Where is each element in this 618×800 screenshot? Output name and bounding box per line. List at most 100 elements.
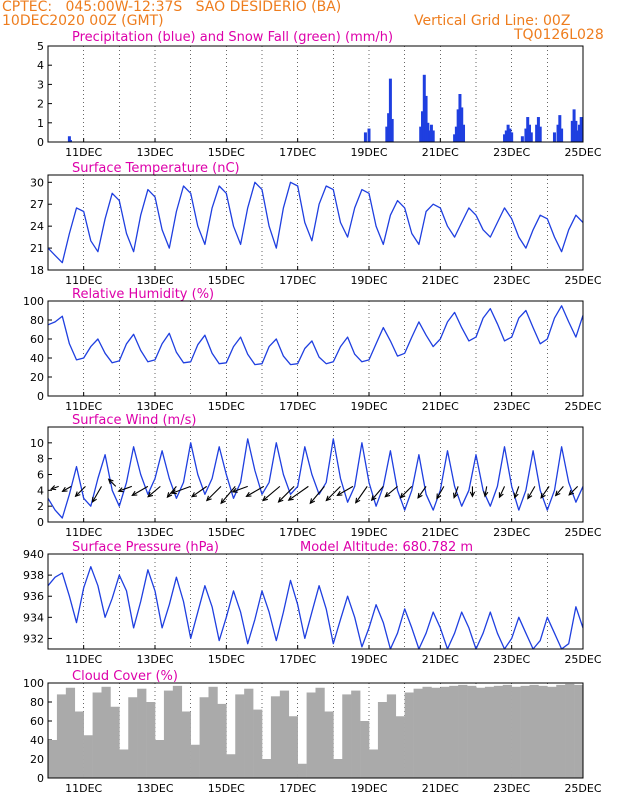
wind-vector bbox=[498, 486, 506, 498]
cloud-bar bbox=[565, 683, 575, 778]
wind-vector bbox=[337, 485, 354, 496]
wind-xtick-label: 21DEC bbox=[422, 526, 459, 539]
precip-ytick-label: 4 bbox=[37, 59, 44, 72]
wind-vector-head bbox=[287, 495, 294, 501]
temp-frame bbox=[47, 174, 584, 271]
precip-xtick-label: 23DEC bbox=[493, 146, 530, 159]
wind-vector-head bbox=[170, 489, 177, 495]
cloud-bar bbox=[449, 685, 459, 778]
wind-vector-head bbox=[540, 492, 546, 499]
wind-vector bbox=[132, 485, 149, 496]
cloud-bar bbox=[137, 688, 147, 778]
wind-vector-head bbox=[231, 487, 238, 493]
cloud-bar bbox=[360, 721, 370, 778]
wind-vector bbox=[325, 485, 341, 501]
precip-bar bbox=[387, 113, 391, 142]
precip-bar bbox=[556, 124, 560, 142]
precip-bar bbox=[538, 126, 542, 142]
precip-bar bbox=[576, 130, 580, 142]
precip-bar bbox=[508, 128, 512, 142]
wind-ytick-label: 4 bbox=[37, 484, 44, 497]
precip-bar bbox=[552, 132, 556, 142]
wind-ytick-label: 8 bbox=[37, 453, 44, 466]
rh-ytick-label: 100 bbox=[23, 295, 44, 308]
wind-vector bbox=[400, 485, 413, 499]
cloud-bar bbox=[288, 716, 298, 778]
cloud-bar bbox=[279, 690, 290, 778]
wind-vector-head bbox=[384, 491, 391, 498]
wind-vector-head bbox=[61, 486, 68, 493]
cloud-bar bbox=[377, 702, 388, 778]
cloud-bar bbox=[404, 692, 414, 778]
pressure-ytick-label: 934 bbox=[23, 611, 44, 624]
cloud-xtick-label: 21DEC bbox=[422, 782, 459, 795]
cloud-bar bbox=[502, 684, 512, 778]
cloud-bar bbox=[155, 740, 165, 778]
precip-bar bbox=[367, 128, 371, 142]
cloud-xtick-label: 13DEC bbox=[136, 782, 173, 795]
wind-vector bbox=[453, 486, 459, 498]
rh-series-line bbox=[47, 305, 584, 366]
wind-vector-head bbox=[554, 490, 561, 497]
wind-vector-head bbox=[417, 492, 423, 499]
wind-vector bbox=[108, 478, 117, 487]
header-station-line: CPTEC: 045:00W-12:37S SAO DESIDERIO (BA) bbox=[2, 0, 342, 15]
rh-ytick-label: 0 bbox=[37, 390, 44, 403]
cloud-ytick-label: 80 bbox=[30, 696, 44, 709]
wind-vector bbox=[118, 485, 133, 492]
wind-vector bbox=[309, 486, 325, 504]
precip-bar bbox=[458, 94, 462, 142]
precip-bar bbox=[388, 78, 392, 142]
cloud-bar bbox=[476, 687, 486, 778]
cloud-bar bbox=[386, 694, 397, 778]
wind-vector-head bbox=[336, 490, 343, 497]
cloud-bar bbox=[440, 686, 450, 778]
pressure-xtick-label: 17DEC bbox=[279, 653, 316, 666]
cloud-bar bbox=[119, 749, 129, 778]
wind-vector bbox=[232, 485, 248, 493]
pressure-annotation: Model Altitude: 680.782 m bbox=[300, 540, 473, 555]
wind-vector-head bbox=[436, 493, 442, 500]
precip-bar bbox=[529, 132, 533, 142]
rh-xtick-label: 13DEC bbox=[136, 400, 173, 413]
wind-vector bbox=[171, 485, 191, 494]
cloud-bar bbox=[101, 686, 111, 778]
rh-ytick-label: 20 bbox=[30, 371, 44, 384]
cloud-xtick-label: 15DEC bbox=[208, 782, 245, 795]
pressure-xtick-label: 15DEC bbox=[208, 653, 245, 666]
wind-xtick-label: 17DEC bbox=[279, 526, 316, 539]
cloud-ytick-label: 0 bbox=[37, 772, 44, 785]
wind-vector-head bbox=[117, 487, 124, 493]
wind-title: Surface Wind (m/s) bbox=[72, 413, 196, 428]
wind-vector bbox=[371, 486, 384, 501]
temp-ytick-label: 21 bbox=[30, 242, 44, 255]
wind-xtick-label: 23DEC bbox=[493, 526, 530, 539]
wind-vector-head bbox=[453, 492, 459, 499]
cloud-bar bbox=[351, 690, 361, 778]
cloud-bar bbox=[199, 697, 209, 778]
wind-vector-head bbox=[277, 497, 284, 503]
wind-vector-head bbox=[107, 478, 114, 485]
cloud-bar bbox=[538, 685, 548, 778]
wind-vector bbox=[166, 486, 177, 498]
cloud-bar bbox=[181, 711, 191, 778]
precip-title: Precipitation (blue) and Snow Fall (gree… bbox=[72, 30, 393, 45]
wind-vector-head bbox=[220, 498, 226, 505]
cloud-bar bbox=[190, 744, 200, 778]
cloud-bar bbox=[92, 692, 102, 778]
wind-vector-head bbox=[166, 492, 173, 499]
precip-bar bbox=[460, 107, 464, 142]
precip-bar bbox=[572, 109, 576, 142]
precip-ytick-label: 5 bbox=[37, 40, 44, 53]
temp-title: Surface Temperature (nC) bbox=[72, 161, 240, 176]
header-date-line: 10DEC2020 00Z (GMT) bbox=[2, 13, 164, 29]
wind-vector-head bbox=[469, 491, 476, 498]
wind-vector bbox=[191, 485, 208, 498]
pressure-series-line bbox=[47, 566, 584, 650]
cloud-ytick-label: 100 bbox=[23, 677, 44, 690]
cloud-bar bbox=[110, 706, 120, 778]
cloud-bar bbox=[324, 711, 334, 778]
cloud-xtick-label: 17DEC bbox=[279, 782, 316, 795]
cloud-bar bbox=[529, 684, 539, 778]
precip-bar bbox=[453, 134, 457, 142]
